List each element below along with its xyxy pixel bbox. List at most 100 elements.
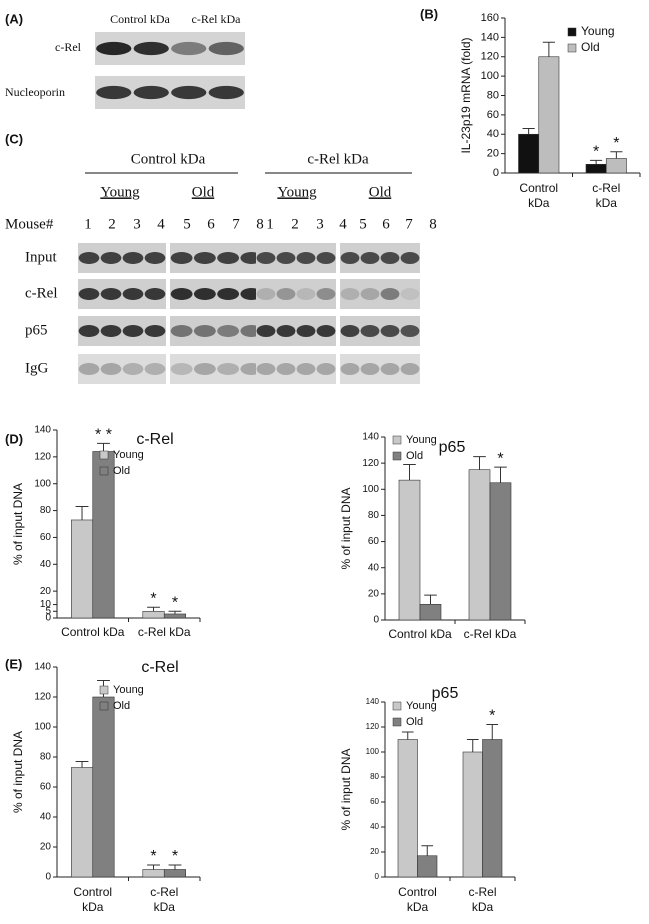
legend-label: Old [113, 465, 130, 477]
error-bar [473, 456, 486, 470]
blot-band [296, 363, 316, 375]
blot-band [170, 363, 193, 375]
bar [142, 610, 165, 619]
blot-band [170, 288, 193, 300]
legend-swatch [99, 685, 109, 695]
bar [398, 479, 421, 621]
legend-label: Young [113, 684, 144, 696]
y-tick-label: 10 [40, 599, 52, 610]
chart-title: c-Rel [141, 659, 178, 676]
bar [142, 869, 165, 878]
blot-band [276, 288, 296, 300]
error-bar [424, 594, 437, 605]
blot-band [170, 325, 193, 337]
y-tick-label: 0 [493, 167, 499, 179]
blot-images [78, 32, 420, 384]
blot-band [122, 363, 144, 375]
chart-title: p65 [432, 685, 459, 702]
blot-band [316, 363, 336, 375]
blot-band [217, 288, 240, 300]
significance-mark: * [489, 708, 495, 725]
y-tick-label: 140 [362, 432, 379, 443]
blot-band [193, 252, 216, 264]
error-bar [147, 864, 160, 870]
blot-band [208, 41, 244, 56]
blot-band [193, 288, 216, 300]
blot-band [316, 288, 336, 300]
blot-band [400, 288, 420, 300]
y-tick-label: 40 [487, 128, 499, 140]
error-bar [75, 761, 89, 768]
bar [489, 482, 512, 621]
x-tick-label: c-Rel [468, 885, 496, 899]
blot-band [276, 325, 296, 337]
legend-swatch [392, 717, 402, 727]
panel-label: (C) [5, 131, 23, 146]
y-tick-label: 0 [373, 615, 379, 626]
y-tick-label: 40 [370, 822, 379, 831]
bar [462, 751, 483, 878]
error-bar [147, 606, 160, 612]
y-tick-label: 80 [40, 752, 52, 763]
bar [71, 519, 94, 619]
y-tick-label: 120 [34, 451, 51, 462]
blot-subgroup: Young [100, 184, 140, 200]
y-axis-label: % of input DNA [11, 731, 25, 813]
mouse-number: 3 [316, 216, 324, 232]
significance-mark: * [593, 144, 599, 161]
blot-band [100, 325, 122, 337]
y-tick-label: 60 [40, 782, 52, 793]
x-tick-label: kDa [528, 196, 550, 210]
y-tick-label: 40 [368, 562, 380, 573]
y-tick-label: 20 [370, 847, 379, 856]
blot-band [380, 288, 400, 300]
blot-band [380, 363, 400, 375]
blot-row: c-Rel [25, 285, 57, 301]
y-tick-label: 140 [481, 31, 499, 43]
legend-swatch [99, 450, 109, 460]
y-tick-label: 80 [40, 505, 52, 516]
y-tick-label: 20 [487, 148, 499, 160]
x-tick-label: c-Rel kDa [464, 627, 517, 641]
bar [71, 767, 94, 878]
legend-swatch [567, 43, 577, 53]
blot-band [96, 41, 132, 56]
blot-band [122, 325, 144, 337]
y-tick-label: 80 [487, 89, 499, 101]
error-bar [610, 151, 623, 159]
x-tick-label: kDa [407, 900, 429, 914]
panel-label: (D) [5, 431, 23, 446]
blot-band [360, 252, 380, 264]
blot-band [144, 252, 166, 264]
error-bar [421, 845, 434, 856]
error-bar [168, 864, 182, 870]
y-axis-label: % of input DNA [339, 487, 353, 569]
legend-swatch [392, 701, 402, 711]
blot-band [296, 252, 316, 264]
error-bar [97, 442, 110, 452]
mouse-number: 7 [232, 216, 240, 232]
blot-band [217, 325, 240, 337]
blot-subgroup: Young [277, 184, 317, 200]
x-tick-label: Control kDa [388, 627, 452, 641]
legend-label: Old [113, 700, 130, 712]
error-bar [590, 159, 603, 165]
blot-band [316, 252, 336, 264]
blot-row: c-Rel [55, 40, 82, 54]
significance-mark: * [150, 590, 156, 607]
chart-title: c-Rel [136, 431, 173, 448]
panel-label: (B) [420, 6, 438, 21]
y-tick-label: 100 [34, 722, 51, 733]
mouse-number: 4 [157, 216, 165, 232]
legend-swatch [99, 701, 109, 711]
bar [163, 869, 187, 878]
blot-band [100, 363, 122, 375]
error-bar [401, 731, 414, 740]
mouse-number: 2 [108, 216, 116, 232]
blot-band [193, 363, 216, 375]
blot-band [316, 325, 336, 337]
mouse-number: 5 [359, 216, 367, 232]
x-tick-label: Control [73, 885, 112, 899]
blot-band [144, 363, 166, 375]
blot-band [360, 288, 380, 300]
